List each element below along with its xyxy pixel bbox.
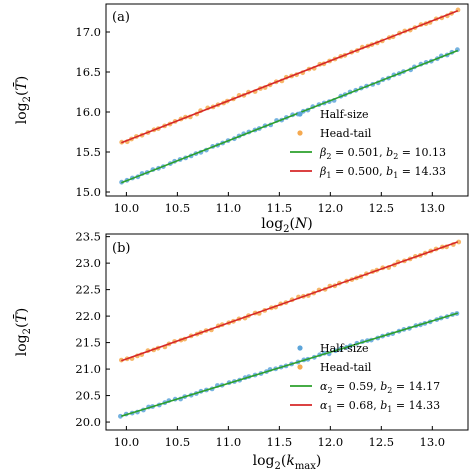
panel-a-legend-marker (297, 111, 303, 117)
panel-a-frame (105, 3, 469, 197)
panel-b-legend: Half-size Head-tail α2 = 0.59, b2 = 14.17 α… (290, 342, 440, 414)
panel-b: 10.0 10.5 11.0 11.5 12.0 12.5 13.0 20.0 20.5 21.0… (12, 230, 469, 472)
panel-a-xtick-label: 13.0 (420, 201, 446, 215)
panel-a: 10.0 10.5 11.0 11.5 12.0 12.5 13.0 15.0 15.5 16.0… (12, 3, 469, 235)
panel-b-xtick-label: 12.5 (369, 435, 395, 449)
panel-b-ylabel: log2(T̄) (12, 308, 33, 357)
panel-a-ytick-label: 15.0 (75, 185, 101, 199)
panel-a-ytick-label: 16.5 (75, 65, 101, 79)
panel-a-xtick-label: 12.0 (318, 201, 344, 215)
panel-b-ytick-label: 23.0 (75, 256, 101, 270)
panel-a-ytick-label: 16.0 (75, 105, 101, 119)
panel-a-xtick-label: 12.5 (369, 201, 395, 215)
panel-a-xtick-label: 10.0 (114, 201, 140, 215)
panel-b-frame (105, 233, 469, 431)
panel-a-legend: Half-size Head-tail β2 = 0.501, b2 = 10.13… (290, 108, 446, 180)
panel-a-fit-line-1 (121, 49, 459, 184)
panel-b-legend-entry: Head-tail (320, 361, 372, 374)
panel-b-ytick-label: 22.5 (75, 283, 101, 297)
panel-b-xtick-label: 13.0 (420, 435, 446, 449)
panel-a-legend-entry: Half-size (320, 108, 369, 121)
panel-b-ytick-label: 20.5 (75, 389, 101, 403)
panel-b-label: (b) (112, 241, 130, 256)
panel-a-xtick-label: 10.5 (165, 201, 191, 215)
panel-a-xlabel: log2(N) (261, 216, 312, 235)
panel-a-xtick-label: 11.5 (267, 201, 293, 215)
panel-a-legend-fit: β1 = 0.500, b1 = 14.33 (319, 165, 446, 180)
panel-a-ytick-label: 17.0 (75, 25, 101, 39)
panel-a-legend-marker (297, 130, 303, 136)
panel-b-xtick-label: 11.5 (267, 435, 293, 449)
panel-b-ytick-label: 20.0 (75, 415, 101, 429)
panel-b-ytick-label: 21.5 (75, 336, 101, 350)
panel-b-ytick-label: 22.0 (75, 309, 101, 323)
panel-b-xlabel: log2(kmax) (253, 453, 322, 472)
panel-b-fit-line-2 (121, 241, 459, 362)
panel-b-xtick-label: 10.0 (114, 435, 140, 449)
panel-b-xtick-label: 11.0 (216, 435, 242, 449)
panel-b-ytick-label: 21.0 (75, 362, 101, 376)
panel-a-label: (a) (112, 10, 130, 25)
panel-b-legend-marker (297, 364, 303, 370)
panel-b-xtick-label: 12.0 (318, 435, 344, 449)
panel-b-legend-fit: α1 = 0.68, b1 = 14.33 (320, 399, 440, 414)
panel-b-point (456, 239, 462, 245)
panel-a-xtick-label: 11.0 (216, 201, 242, 215)
panel-a-ylabel: log2(T̄) (12, 76, 33, 125)
panel-b-ytick-label: 23.5 (75, 230, 101, 244)
panel-b-legend-fit: α2 = 0.59, b2 = 14.17 (320, 380, 440, 395)
panel-a-fit-line-2 (121, 10, 459, 144)
panel-b-legend-marker (297, 345, 303, 351)
panel-a-legend-entry: Head-tail (320, 127, 372, 140)
panel-a-ytick-label: 15.5 (75, 145, 101, 159)
panel-b-legend-entry: Half-size (320, 342, 369, 355)
panel-b-xtick-label: 10.5 (165, 435, 191, 449)
panel-a-legend-fit: β2 = 0.501, b2 = 10.13 (319, 146, 446, 161)
panel-b-point (118, 413, 123, 419)
panel-b-fit-line-1 (121, 312, 459, 417)
